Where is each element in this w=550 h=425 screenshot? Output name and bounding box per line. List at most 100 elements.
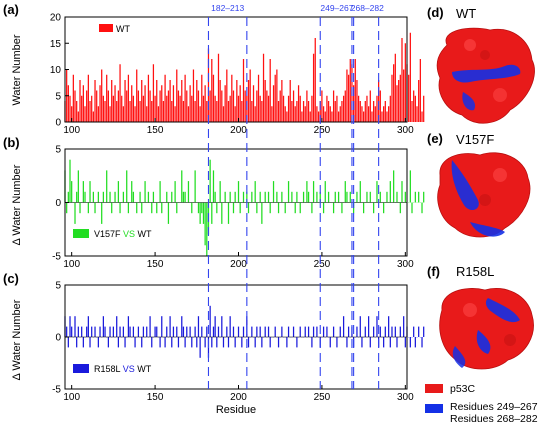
- bar-b-306: [414, 191, 416, 203]
- bar-a-297: [399, 74, 401, 122]
- bar-a-242: [307, 101, 310, 122]
- bar-b-133: [126, 170, 128, 203]
- bar-c-103: [76, 337, 78, 348]
- bar-a-221: [272, 85, 275, 122]
- bar-c-197: [232, 326, 235, 337]
- bar-a-209: [252, 85, 255, 122]
- bar-b-183: [209, 159, 211, 203]
- bar-c-180: [204, 337, 206, 348]
- bar-a-215: [262, 53, 265, 122]
- xtick-label-b-200: 200: [230, 259, 247, 270]
- bar-b-153: [159, 181, 161, 203]
- bar-a-129: [119, 64, 121, 122]
- bar-b-160: [171, 191, 173, 203]
- bar-b-235: [296, 191, 298, 203]
- bar-a-193: [226, 69, 228, 122]
- bar-b-151: [156, 202, 158, 214]
- bar-a-202: [241, 101, 243, 122]
- bar-c-175: [196, 337, 198, 348]
- bar-b-186: [214, 191, 216, 203]
- bar-b-180: [204, 202, 206, 246]
- bar-b-247: [316, 191, 318, 203]
- bar-a-117: [99, 85, 101, 122]
- bar-a-214: [261, 101, 263, 122]
- bar-b-298: [401, 181, 403, 203]
- bar-b-107: [82, 181, 84, 203]
- bar-c-281: [373, 326, 375, 337]
- bar-a-273: [359, 101, 361, 122]
- bar-a-110: [87, 74, 89, 122]
- bar-a-261: [339, 106, 341, 122]
- bar-c-140: [137, 326, 140, 337]
- bar-a-170: [187, 106, 190, 122]
- bar-b-105: [79, 202, 81, 214]
- bar-a-119: [102, 95, 104, 122]
- bar-c-311: [423, 326, 425, 337]
- bar-b-116: [97, 191, 99, 203]
- bar-b-194: [227, 202, 230, 224]
- bar-a-155: [162, 101, 165, 122]
- bar-c-285: [379, 326, 381, 337]
- bar-a-122: [107, 90, 109, 122]
- bar-c-288: [384, 326, 386, 337]
- ylabel-a: Water Number: [11, 34, 23, 105]
- bar-a-280: [371, 111, 373, 122]
- bar-a-120: [104, 101, 106, 122]
- bar-c-278: [368, 316, 370, 337]
- bar-c-213: [259, 326, 261, 337]
- bar-a-103: [76, 101, 78, 122]
- ytick-label-a-5: 5: [55, 91, 61, 102]
- bar-c-104: [77, 326, 79, 337]
- ytick-label-b-0: 0: [55, 198, 61, 209]
- bar-a-203: [242, 59, 245, 122]
- bar-a-141: [139, 101, 141, 122]
- xtick-label-c-300: 300: [397, 392, 414, 403]
- bar-a-243: [309, 111, 311, 122]
- bar-c-216: [264, 326, 266, 337]
- bar-c-291: [389, 337, 391, 348]
- bar-c-167: [182, 326, 185, 337]
- bar-a-151: [156, 80, 158, 122]
- structure-name-wt: WT: [456, 6, 476, 21]
- ytick-label-b--5: -5: [52, 252, 61, 263]
- bar-a-179: [202, 95, 205, 122]
- bar-c-107: [82, 337, 84, 348]
- bar-a-204: [244, 90, 246, 122]
- bar-b-174: [194, 170, 196, 203]
- bar-b-213: [259, 191, 261, 203]
- bar-c-188: [217, 326, 220, 337]
- bar-b-257: [332, 202, 335, 214]
- bar-c-176: [197, 316, 200, 337]
- bar-a-125: [112, 95, 114, 122]
- bar-c-153: [159, 337, 161, 348]
- bar-a-118: [101, 69, 103, 122]
- bar-a-168: [184, 74, 186, 122]
- bar-b-221: [272, 181, 275, 203]
- bar-b-218: [267, 191, 270, 203]
- structure-name-v157f: V157F: [456, 132, 494, 147]
- bar-c-184: [211, 337, 213, 348]
- bar-a-175: [196, 80, 198, 122]
- bar-a-248: [317, 111, 320, 122]
- bar-a-131: [122, 106, 125, 122]
- bar-c-142: [141, 337, 143, 348]
- bar-a-102: [74, 90, 76, 122]
- panel-label-b: (b): [3, 135, 20, 150]
- bar-b-230: [287, 181, 290, 203]
- bar-c-181: [206, 326, 208, 337]
- bar-a-210: [254, 106, 256, 122]
- legend-part-c-0: R158L: [94, 364, 121, 374]
- bar-a-133: [126, 90, 128, 122]
- bar-a-153: [159, 90, 161, 122]
- bar-a-121: [106, 74, 108, 122]
- legend-swatch-p53c: [425, 384, 443, 393]
- bar-a-245: [312, 53, 315, 122]
- bar-a-278: [368, 106, 370, 122]
- bar-a-145: [146, 106, 148, 122]
- bar-c-100: [71, 326, 73, 337]
- bar-b-184: [211, 202, 213, 224]
- bar-b-211: [256, 202, 258, 214]
- bar-a-146: [147, 74, 150, 122]
- bar-a-224: [277, 101, 280, 122]
